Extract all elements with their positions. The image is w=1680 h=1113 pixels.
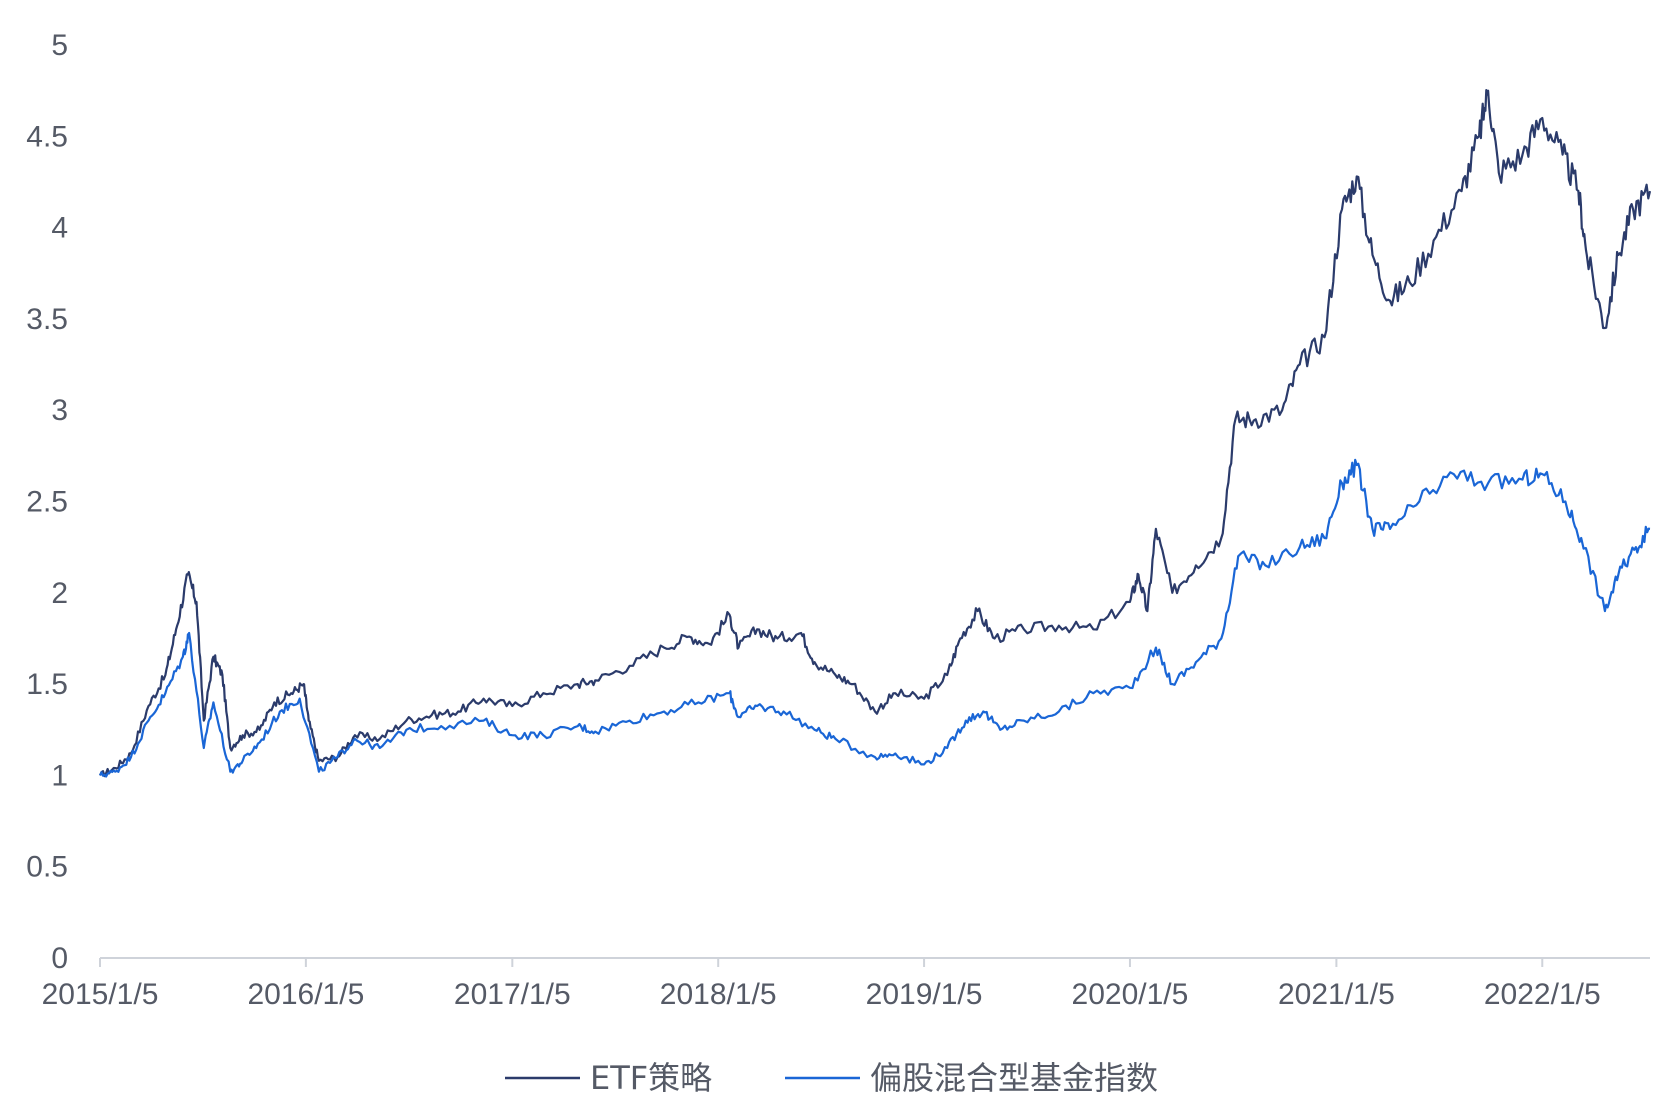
y-tick-label: 4: [51, 212, 68, 245]
x-tick-label: 2019/1/5: [866, 978, 983, 1011]
y-axis: 0 0.5 1 1.5 2 2.5 3 3.5 4 4.5 5: [26, 29, 68, 975]
series-line-1: [99, 458, 1651, 778]
y-tick-label: 2: [51, 577, 68, 610]
x-axis: 2015/1/5 2016/1/5 2017/1/5 2018/1/5 2019/1/5…: [42, 958, 1601, 1011]
x-tick-label: 2018/1/5: [660, 978, 777, 1011]
series-group: [98, 89, 1652, 778]
legend-label: 偏股混合型基金指数: [870, 1059, 1158, 1097]
x-tick-label: 2015/1/5: [42, 978, 159, 1011]
y-tick-label: 0.5: [26, 851, 68, 884]
y-tick-label: 3.5: [26, 303, 68, 336]
y-tick-label: 2.5: [26, 486, 68, 519]
y-tick-label: 1: [51, 759, 68, 792]
x-tick-label: 2021/1/5: [1278, 978, 1395, 1011]
x-tick-label: 2016/1/5: [247, 978, 364, 1011]
y-tick-label: 3: [51, 394, 68, 427]
y-tick-label: 4.5: [26, 120, 68, 153]
x-tick-label: 2022/1/5: [1484, 978, 1601, 1011]
y-tick-label: 5: [51, 29, 68, 62]
y-tick-label: 0: [51, 942, 68, 975]
y-tick-label: 1.5: [26, 668, 68, 701]
x-tick-label: 2020/1/5: [1072, 978, 1189, 1011]
x-tick-label: 2017/1/5: [454, 978, 571, 1011]
series-line-0: [98, 89, 1652, 778]
legend-label: ETF策略: [590, 1059, 712, 1097]
legend: ETF策略 偏股混合型基金指数: [505, 1059, 1158, 1097]
